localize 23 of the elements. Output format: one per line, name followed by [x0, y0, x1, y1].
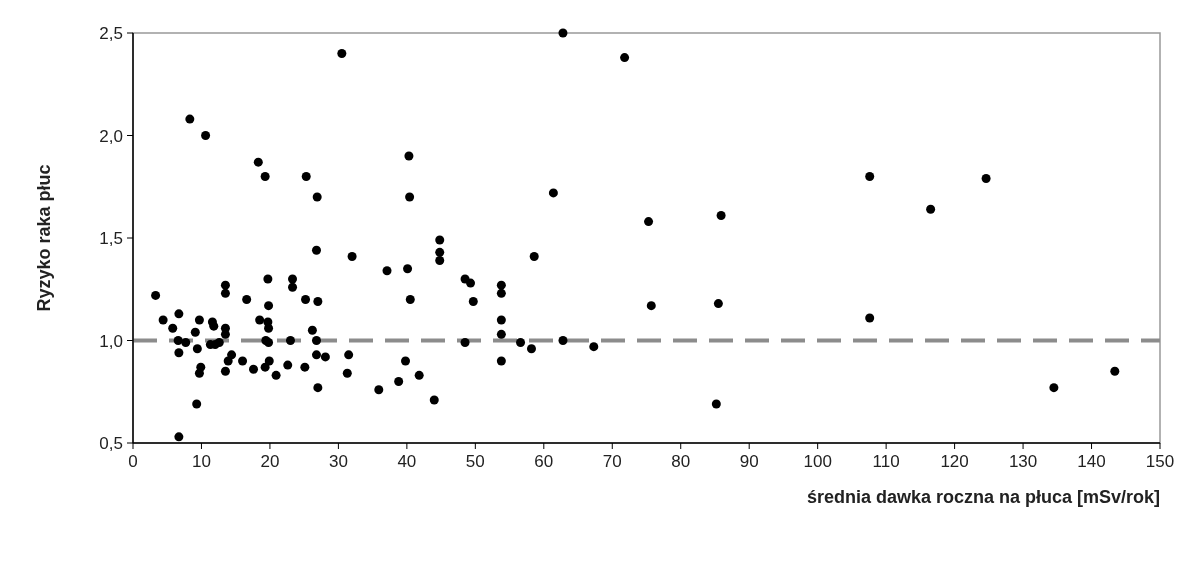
x-tick-label: 90 [739, 452, 759, 471]
y-tick-label: 1,5 [99, 229, 123, 248]
x-tick-label: 130 [1008, 452, 1038, 471]
y-tick-label: 2,0 [99, 126, 123, 146]
x-tick-label: 60 [534, 452, 554, 471]
x-tick-label: 150 [1145, 452, 1175, 471]
x-tick-label: 70 [602, 452, 622, 471]
x-tick-label: 10 [192, 452, 211, 471]
x-axis-title: średnia dawka roczna na płuca [mSv/rok] [806, 487, 1160, 507]
x-tick-label: 40 [397, 452, 417, 471]
x-tick-label: 30 [328, 452, 348, 471]
y-axis-title: Ryzyko raka płuc [34, 164, 54, 312]
x-tick-label: 120 [940, 452, 969, 471]
x-tick-label: 20 [260, 452, 280, 471]
x-tick-label: 100 [803, 452, 832, 471]
x-tick-label: 140 [1077, 452, 1106, 471]
x-tick-label: 0 [128, 452, 138, 471]
x-tick-label: 50 [465, 452, 485, 471]
x-tick-label: 110 [872, 452, 900, 471]
y-tick-label: 0,5 [99, 434, 123, 453]
x-tick-label: 80 [671, 452, 691, 471]
y-tick-label: 2,5 [99, 24, 123, 43]
y-tick-label: 1,0 [99, 331, 123, 351]
